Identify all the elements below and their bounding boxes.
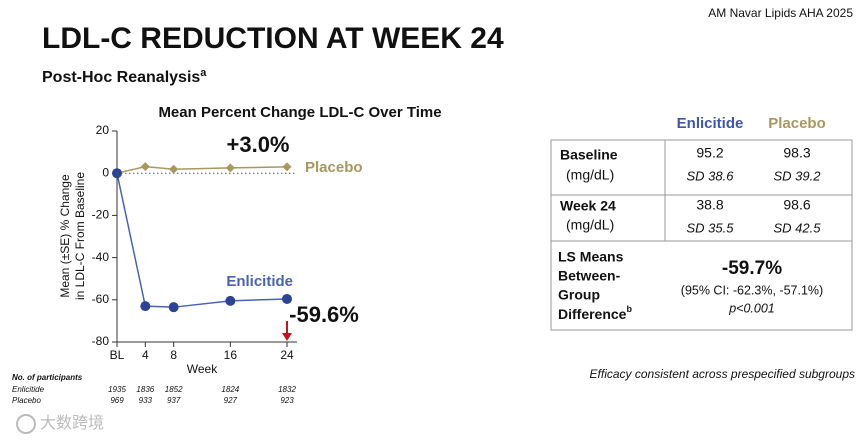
- difference-value: -59.7%: [722, 258, 782, 279]
- participants-count: 969: [110, 396, 124, 405]
- y-axis-label: Mean (±SE) % Change: [58, 174, 72, 298]
- row-label: Between-: [558, 268, 621, 284]
- y-tick-label: 0: [102, 165, 109, 179]
- participants-count: 923: [280, 396, 294, 405]
- cell: SD 39.2: [774, 168, 822, 183]
- participants-row-name: Enlicitide: [12, 385, 45, 394]
- annotation: +3.0%: [227, 132, 290, 157]
- row-label: Group: [558, 287, 600, 303]
- series-label: Enlicitide: [226, 273, 293, 290]
- superscript: a: [200, 67, 207, 79]
- watermark: 大数跨境: [40, 413, 104, 432]
- cell: SD 38.6: [687, 168, 735, 183]
- participants-title: No. of participants: [12, 373, 83, 382]
- column-header: Enlicitide: [677, 115, 744, 132]
- participants-count: 1832: [278, 385, 296, 394]
- row-label: (mg/dL): [566, 167, 614, 183]
- y-tick-label: -80: [92, 334, 110, 348]
- cell: 38.8: [696, 197, 723, 213]
- marker: [225, 163, 235, 173]
- row-label: LS Means: [558, 249, 624, 265]
- y-tick-label: -40: [92, 250, 110, 264]
- watermark-logo: [16, 414, 36, 434]
- subtitle: Post-Hoc Reanalysisa: [42, 67, 207, 86]
- y-tick-label: -60: [92, 292, 110, 306]
- x-tick-label: BL: [110, 348, 125, 362]
- citation: AM Navar Lipids AHA 2025: [708, 6, 853, 20]
- y-tick-label: -20: [92, 208, 110, 222]
- x-tick-label: 16: [224, 348, 238, 362]
- difference-ci: (95% CI: -62.3%, -57.1%): [681, 283, 823, 297]
- subtitle-text: Post-Hoc Reanalysis: [42, 69, 200, 86]
- participants-count: 937: [167, 396, 181, 405]
- series-label: Placebo: [305, 159, 363, 176]
- row-label-text: Difference: [558, 306, 627, 322]
- participants-count: 1836: [136, 385, 154, 394]
- slide-title: LDL-C REDUCTION AT WEEK 24: [42, 22, 504, 55]
- x-tick-label: 4: [142, 348, 149, 362]
- marker: [140, 301, 151, 312]
- row-label: Week 24: [560, 198, 616, 214]
- marker: [282, 162, 292, 172]
- marker: [225, 295, 236, 306]
- table-border: [550, 139, 853, 331]
- superscript: b: [626, 304, 632, 314]
- marker: [168, 302, 179, 313]
- participants-count: 1935: [108, 385, 126, 394]
- footnote: Efficacy consistent across prespecified …: [590, 367, 855, 381]
- participants-count: 933: [139, 396, 153, 405]
- marker: [140, 162, 150, 172]
- cell: 95.2: [696, 145, 723, 161]
- results-table: Enlicitide Placebo Baseline (mg/dL) 95.2…: [550, 115, 853, 331]
- participants-count: 1824: [221, 385, 239, 394]
- column-header: Placebo: [768, 115, 826, 132]
- marker: [169, 164, 179, 174]
- marker: [112, 168, 122, 179]
- participants-count: 927: [224, 396, 238, 405]
- cell: 98.6: [783, 197, 810, 213]
- row-label: Baseline: [560, 147, 618, 163]
- marker: [282, 293, 292, 304]
- x-tick-label: 24: [280, 348, 294, 362]
- participants-row-name: Placebo: [12, 396, 41, 405]
- y-axis-label: in LDL-C From Baseline: [73, 172, 87, 300]
- arrow-head: [282, 333, 292, 341]
- cell: SD 42.5: [774, 220, 822, 235]
- participants-count: 1852: [165, 385, 183, 394]
- difference-p: p<0.001: [728, 301, 775, 315]
- y-tick-label: 20: [96, 123, 110, 137]
- x-tick-label: 8: [170, 348, 177, 362]
- row-label: (mg/dL): [566, 217, 614, 233]
- row-label: Differenceb: [558, 304, 632, 321]
- chart-title: Mean Percent Change LDL-C Over Time: [158, 104, 441, 121]
- x-axis-label: Week: [187, 362, 218, 376]
- cell: 98.3: [783, 145, 810, 161]
- annotation: -59.6%: [289, 302, 359, 327]
- cell: SD 35.5: [687, 220, 735, 235]
